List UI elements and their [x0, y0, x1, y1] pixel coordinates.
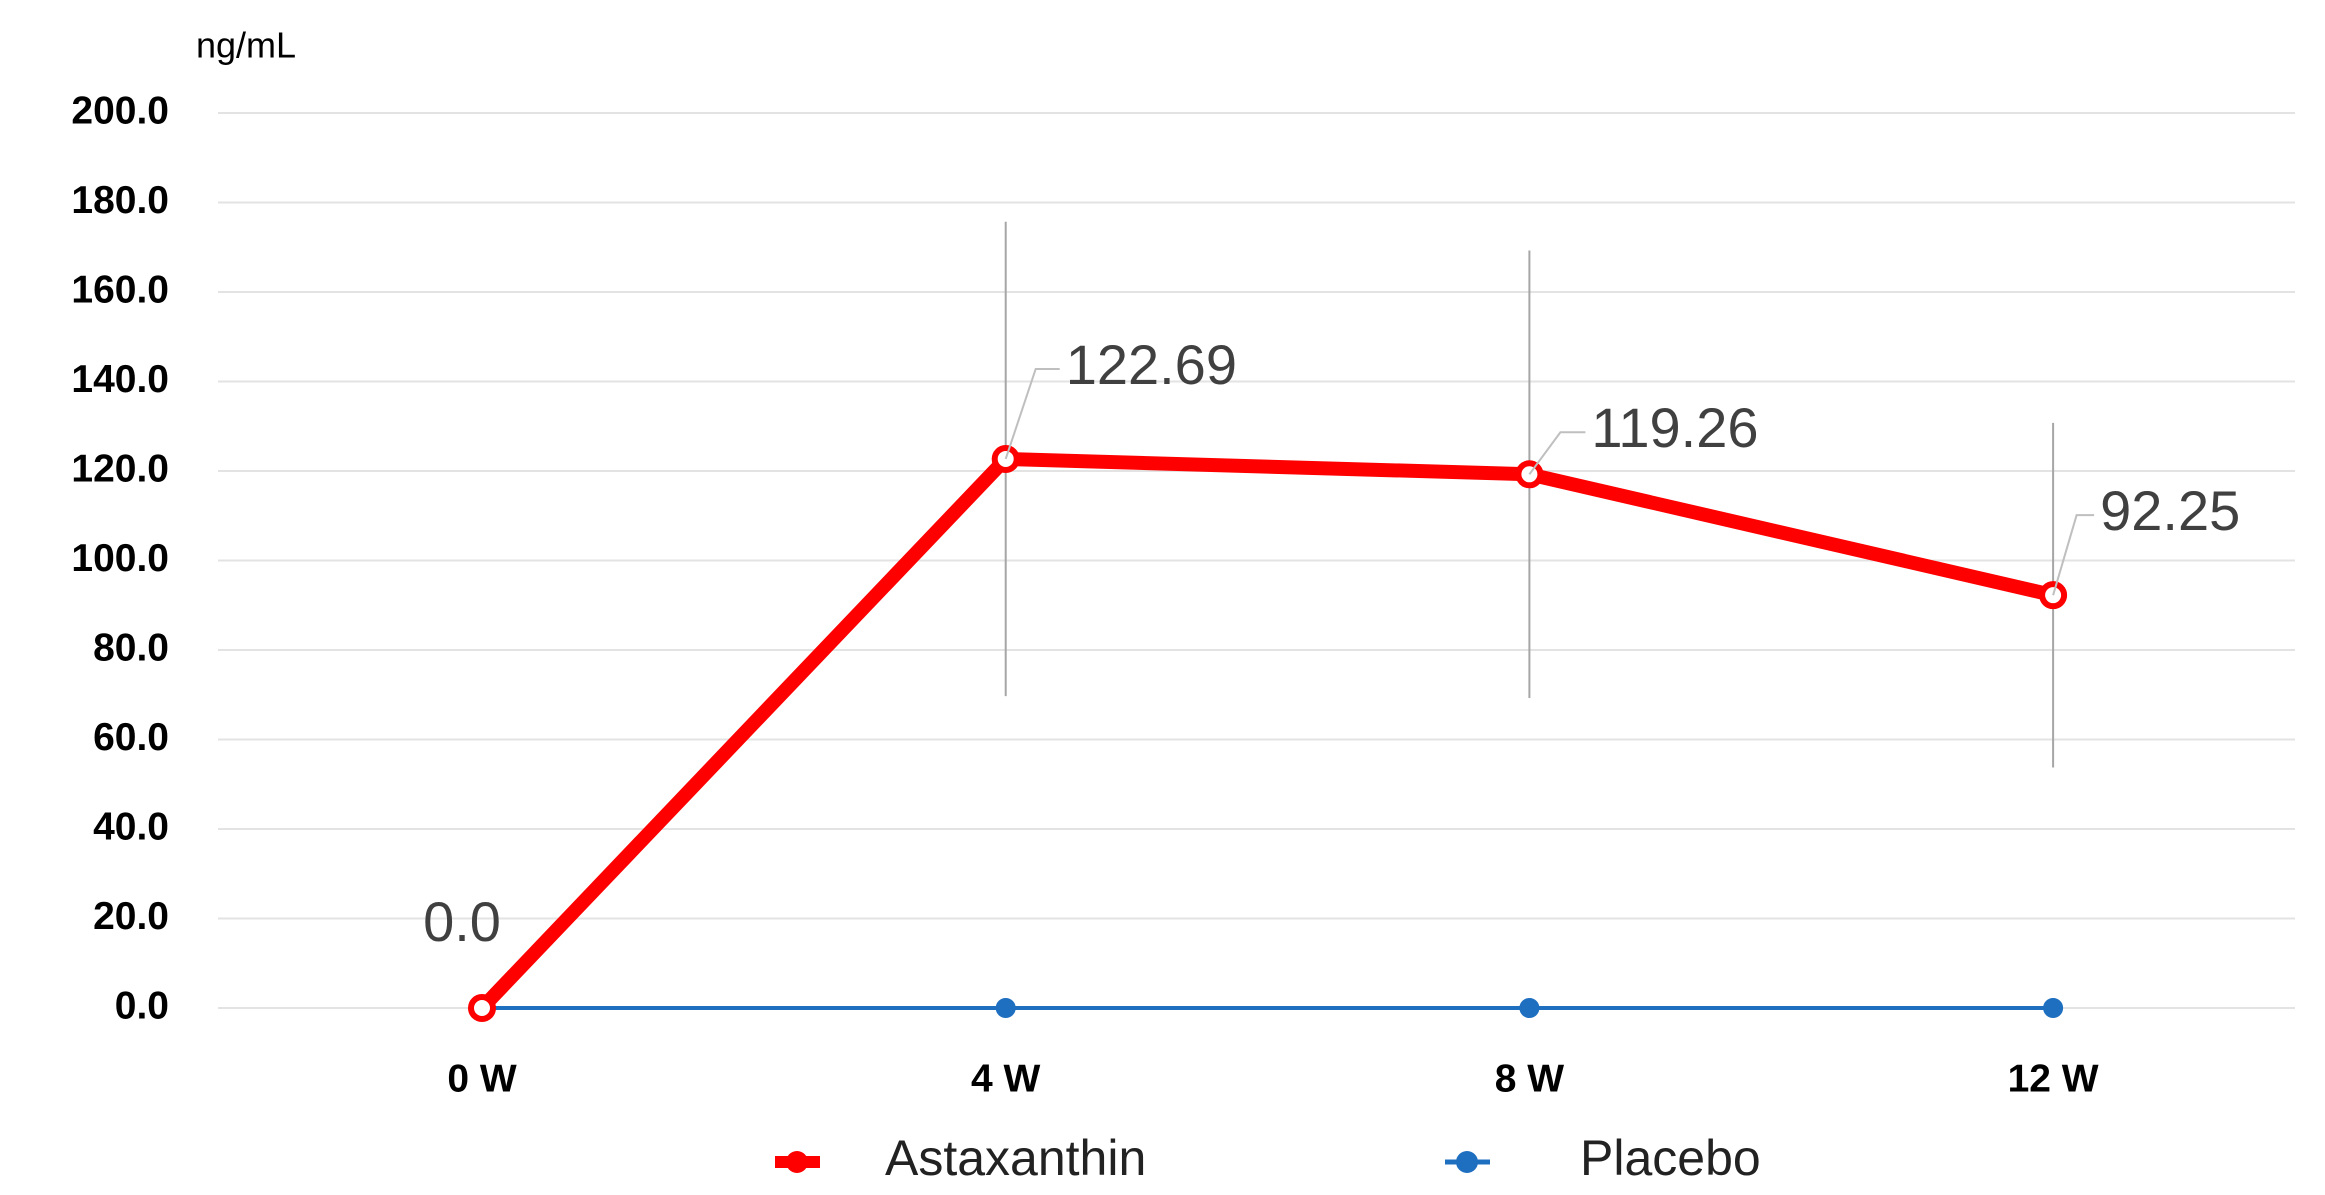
- legend-marker: [786, 1151, 808, 1173]
- x-tick-label: 12 W: [2008, 1057, 2099, 1100]
- data-label: 0.0: [423, 890, 501, 953]
- marker: [1519, 998, 1540, 1018]
- x-tick-label: 8 W: [1495, 1057, 1565, 1100]
- legend-label: Astaxanthin: [885, 1130, 1146, 1186]
- y-tick-label: 160.0: [71, 268, 169, 311]
- legend-label: Placebo: [1580, 1130, 1761, 1186]
- y-tick-label: 100.0: [71, 537, 169, 580]
- y-tick-label: 60.0: [93, 716, 169, 759]
- data-label: 92.25: [2100, 479, 2240, 542]
- data-label: 122.69: [1066, 333, 1237, 396]
- leader-line: [1004, 367, 1060, 460]
- x-tick-label: 0 W: [447, 1057, 517, 1100]
- leader-line: [2052, 514, 2095, 596]
- y-tick-label: 200.0: [71, 89, 169, 132]
- y-tick-label: 20.0: [93, 895, 169, 938]
- y-axis-label: ng/mL: [196, 25, 296, 66]
- y-tick-label: 40.0: [93, 805, 169, 848]
- y-tick-label: 0.0: [115, 984, 169, 1027]
- y-tick-label: 80.0: [93, 626, 169, 669]
- marker: [468, 994, 496, 1022]
- data-label: 119.26: [1591, 396, 1758, 459]
- legend-marker: [1456, 1151, 1478, 1173]
- marker: [995, 998, 1016, 1018]
- leader-line: [1528, 431, 1586, 475]
- x-tick-label: 4 W: [971, 1057, 1041, 1100]
- y-tick-label: 120.0: [71, 447, 169, 490]
- y-tick-label: 180.0: [71, 179, 169, 222]
- y-tick-label: 140.0: [71, 358, 169, 401]
- series-line: [476, 451, 2055, 1013]
- marker: [2043, 998, 2064, 1018]
